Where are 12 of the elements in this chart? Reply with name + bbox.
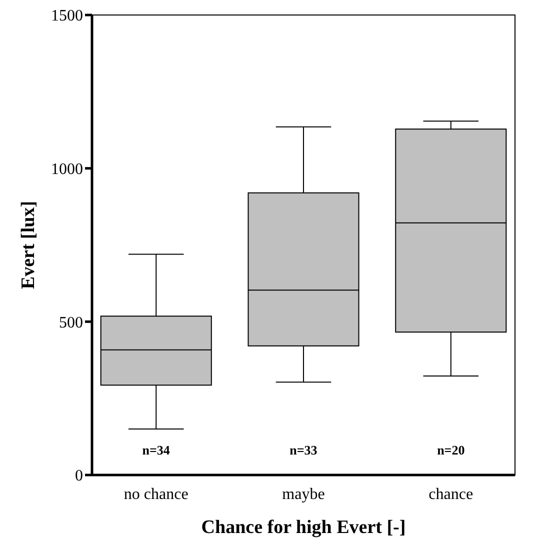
x-tick-label: maybe [282, 486, 325, 503]
y-tick-label: 0 [75, 468, 83, 485]
x-tick-label: no chance [124, 486, 188, 503]
x-axis-title: Chance for high Evert [-] [201, 517, 406, 538]
annotation: n=34 [142, 442, 170, 458]
y-tick-label: 500 [59, 314, 83, 332]
annotation: n=20 [437, 442, 465, 458]
y-axis-title: Evert [lux] [18, 200, 39, 290]
annotation: n=33 [290, 442, 318, 458]
y-tick-label: 1500 [51, 8, 83, 25]
x-tick-label: chance [428, 486, 474, 503]
y-tick-label: 1000 [51, 160, 83, 178]
